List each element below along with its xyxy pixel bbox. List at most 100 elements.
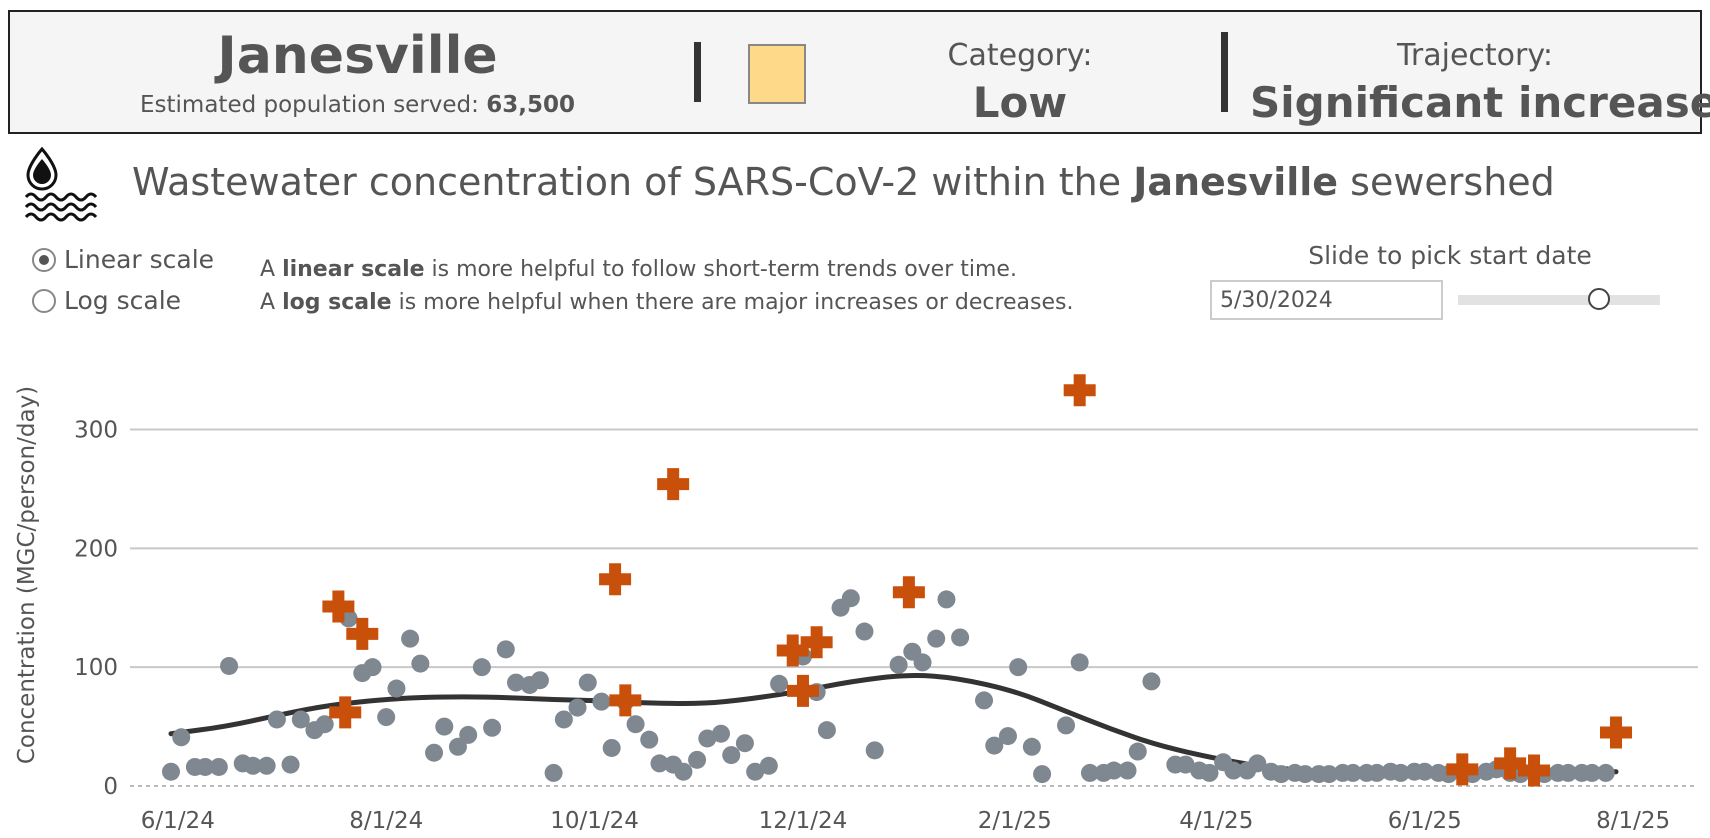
summary-header: Janesville Estimated population served: … — [8, 10, 1710, 134]
start-date-slider-handle[interactable] — [1588, 288, 1611, 310]
chart-title-city: Janesville — [1133, 160, 1339, 204]
data-point — [1559, 763, 1578, 782]
data-point — [363, 658, 382, 677]
data-point — [746, 762, 765, 781]
log-scale-radio[interactable]: Log scale — [32, 286, 181, 315]
data-point — [1343, 763, 1362, 782]
data-point — [267, 710, 286, 729]
data-point — [913, 653, 932, 672]
data-point — [1583, 763, 1602, 782]
data-point — [257, 756, 276, 775]
slider-title: Slide to pick start date — [1308, 241, 1592, 270]
data-point — [650, 754, 669, 773]
data-point — [688, 750, 707, 769]
outlier-point — [329, 696, 362, 729]
data-point — [951, 628, 970, 647]
x-tick-label: 6/1/25 — [1388, 808, 1462, 834]
data-point — [1596, 763, 1615, 782]
chart-title-prefix: Wastewater concentration of SARS-CoV-2 w… — [132, 160, 1122, 204]
category-label: Category: — [947, 38, 1093, 73]
outlier-point — [1446, 753, 1479, 786]
outlier-point — [599, 563, 632, 596]
data-point — [1415, 762, 1434, 781]
data-point — [315, 715, 334, 734]
data-point — [530, 671, 549, 690]
outlier-point — [786, 674, 819, 707]
data-point — [1367, 763, 1386, 782]
y-tick-label: 200 — [74, 536, 118, 562]
data-point — [722, 746, 741, 765]
data-point — [387, 679, 406, 698]
radio-button-selected[interactable] — [32, 247, 56, 272]
data-point — [1320, 765, 1339, 784]
data-point — [425, 743, 444, 762]
y-axis-label: Concentration (MGC/person/day) — [14, 386, 40, 764]
data-point — [770, 674, 789, 693]
data-point — [209, 757, 228, 776]
data-point — [1022, 737, 1041, 756]
data-point — [1104, 761, 1123, 780]
data-point — [448, 737, 467, 756]
help-text-bold: linear scale — [282, 257, 425, 282]
data-point — [172, 728, 191, 747]
x-tick-label: 8/1/24 — [349, 808, 423, 834]
chart-title: Wastewater concentration of SARS-CoV-2 w… — [132, 160, 1555, 204]
x-tick-label: 8/1/25 — [1596, 808, 1670, 834]
data-point — [889, 655, 908, 674]
data-point — [865, 741, 884, 760]
start-date-input[interactable] — [1210, 280, 1443, 320]
start-date-slider-track[interactable] — [1458, 295, 1660, 305]
outlier-point — [1063, 374, 1096, 407]
data-point — [592, 692, 611, 711]
data-point — [1296, 765, 1315, 784]
data-point — [1057, 716, 1076, 735]
outlier-point — [800, 626, 833, 659]
help-text-bold: log scale — [282, 290, 392, 315]
data-point — [220, 656, 239, 675]
data-point — [483, 718, 502, 737]
linear-scale-help: A linear scale is more helpful to follow… — [260, 257, 1017, 282]
data-point — [1272, 765, 1291, 784]
y-tick-label: 0 — [103, 774, 118, 800]
data-point — [1200, 763, 1219, 782]
population-label: Estimated population served: — [140, 92, 479, 118]
trajectory-value: Significant increase — [1250, 78, 1710, 127]
data-point — [1128, 742, 1147, 761]
data-point — [472, 658, 491, 677]
y-tick-label: 300 — [74, 417, 118, 443]
header-divider — [694, 42, 701, 102]
data-point — [626, 715, 645, 734]
help-text: A — [260, 257, 276, 282]
data-point — [568, 698, 587, 717]
data-point — [554, 710, 573, 729]
help-text: is more helpful when there are major inc… — [398, 290, 1074, 315]
trajectory-label: Trajectory: — [1396, 38, 1554, 73]
data-point — [937, 590, 956, 609]
data-point — [1176, 755, 1195, 774]
data-point — [496, 640, 515, 659]
radio-label: Linear scale — [64, 245, 215, 274]
data-point — [735, 734, 754, 753]
data-point — [161, 762, 180, 781]
data-point — [507, 673, 526, 692]
category-color-swatch — [748, 44, 806, 104]
linear-scale-radio[interactable]: Linear scale — [32, 245, 214, 274]
radio-button[interactable] — [32, 288, 56, 313]
population-value: 63,500 — [486, 92, 575, 118]
data-point — [841, 589, 860, 608]
x-tick-label: 10/1/24 — [550, 808, 639, 834]
outlier-point — [657, 468, 690, 501]
data-point — [1391, 763, 1410, 782]
data-point — [578, 673, 597, 692]
data-point — [1080, 763, 1099, 782]
data-point — [377, 708, 396, 727]
data-point — [243, 756, 262, 775]
chart-title-suffix: sewershed — [1350, 160, 1555, 204]
outlier-point — [776, 634, 809, 667]
radio-label: Log scale — [64, 286, 182, 315]
outlier-point — [1494, 747, 1527, 780]
data-point — [411, 654, 430, 673]
city-name: Janesville — [217, 26, 498, 86]
data-point — [401, 629, 420, 648]
